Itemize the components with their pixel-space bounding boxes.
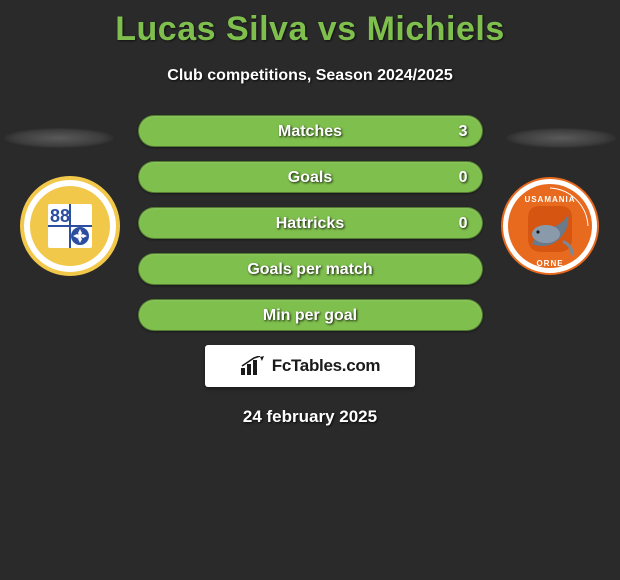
svg-text:ORNE: ORNE [536, 259, 563, 268]
page-title: Lucas Silva vs Michiels [0, 0, 620, 49]
branding-box: FcTables.com [205, 345, 415, 387]
stat-right-value: 0 [459, 208, 468, 240]
right-club-badge: USAMANIA ORNE [500, 176, 600, 276]
stat-row-hattricks: Hattricks 0 [138, 207, 483, 239]
stat-row-min-per-goal: Min per goal [138, 299, 483, 331]
left-club-badge: 88 [20, 176, 120, 276]
stat-label: Min per goal [139, 300, 482, 330]
branding-chart-icon [240, 356, 266, 376]
right-club-text: USAMANIA [524, 195, 575, 204]
branding-label: FcTables.com [272, 356, 381, 376]
date-label: 24 february 2025 [0, 407, 620, 427]
stat-row-goals-per-match: Goals per match [138, 253, 483, 285]
stat-right-value: 0 [459, 162, 468, 194]
stat-label: Goals per match [139, 254, 482, 284]
stat-label: Goals [139, 162, 482, 192]
right-club-badge-icon: USAMANIA ORNE [500, 176, 600, 276]
stat-label: Matches [139, 116, 482, 146]
left-player-placeholder [4, 128, 114, 148]
left-club-badge-icon: 88 [20, 176, 120, 276]
stat-row-matches: Matches 3 [138, 115, 483, 147]
subtitle: Club competitions, Season 2024/2025 [0, 67, 620, 85]
stats-container: Matches 3 Goals 0 Hattricks 0 Goals per … [138, 115, 483, 331]
right-player-placeholder [506, 128, 616, 148]
left-club-text: 88 [50, 206, 70, 226]
stat-label: Hattricks [139, 208, 482, 238]
stat-right-value: 3 [459, 116, 468, 148]
stat-row-goals: Goals 0 [138, 161, 483, 193]
